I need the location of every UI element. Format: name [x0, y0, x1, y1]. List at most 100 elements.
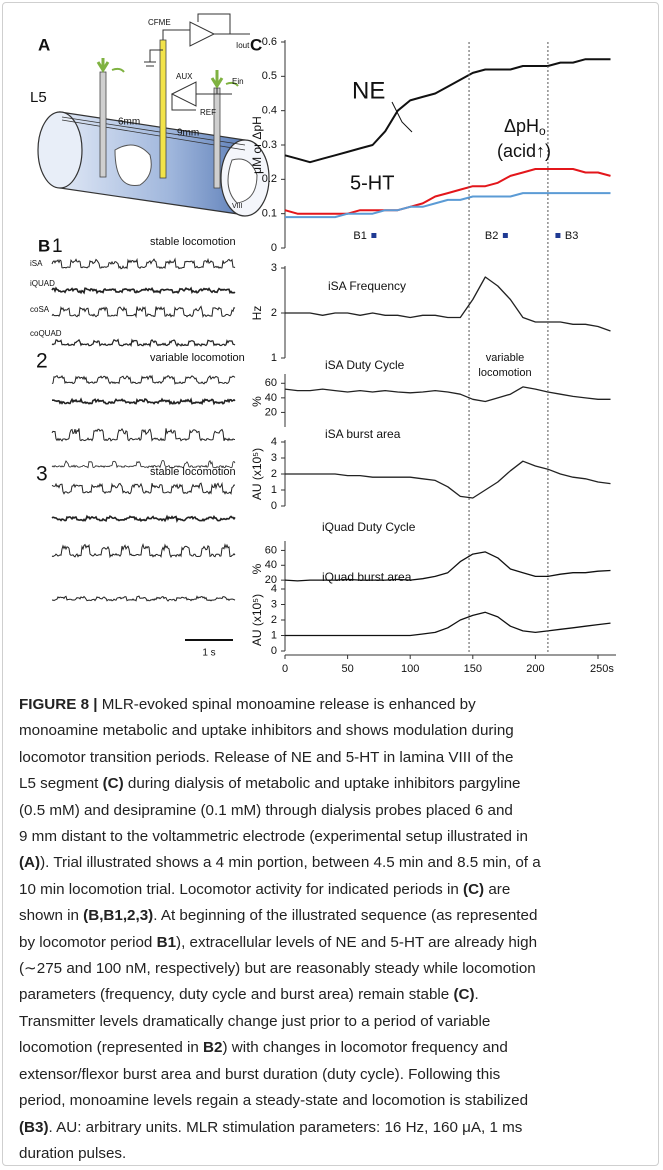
- caption-text: ), extracellular levels of NE and 5-HT a…: [176, 933, 538, 951]
- series-label: 5-HT: [350, 172, 394, 194]
- group-title: variable locomotion: [150, 352, 245, 364]
- trace: [52, 397, 236, 406]
- caption-text: MLR-evoked spinal monoamine release is e…: [97, 696, 476, 713]
- period-annotation: variable: [486, 352, 525, 364]
- group-number: 2: [36, 350, 48, 373]
- caption-bold: (A): [19, 854, 41, 872]
- label: AUX: [176, 72, 193, 81]
- y-tick-label: 1: [271, 629, 277, 641]
- y-tick-label: 0: [271, 500, 277, 512]
- data-line: [284, 168, 611, 215]
- caption-line: monoamine metabolic and uptake inhibitor…: [19, 718, 649, 744]
- data-line: [284, 386, 611, 403]
- y-tick-label: 4: [271, 436, 277, 448]
- y-axis-label: %: [250, 563, 264, 574]
- y-axis-label: %: [250, 396, 264, 407]
- series-note: (acid↑): [497, 141, 551, 161]
- caption-line: shown in (B,B1,2,3). At beginning of the…: [19, 903, 649, 929]
- x-tick-label: 50: [341, 663, 353, 675]
- caption-text: 10 min locomotion trial. Locomotor activ…: [19, 880, 464, 898]
- label: 9mm: [177, 128, 199, 139]
- leader-line: [391, 101, 413, 133]
- label: L5: [30, 89, 47, 106]
- caption-text: during dialysis of metabolic and uptake …: [123, 775, 521, 793]
- chart-title: iQuad burst area: [322, 570, 412, 584]
- y-tick-label: 3: [271, 452, 277, 464]
- caption-text: L5 segment: [19, 775, 103, 793]
- trace: [51, 460, 236, 469]
- caption-bold: FIGURE 8 |: [19, 696, 98, 713]
- caption: FIGURE 8 | MLR-evoked spinal monoamine r…: [19, 692, 649, 1167]
- caption-line: FIGURE 8 | MLR-evoked spinal monoamine r…: [19, 692, 649, 718]
- caption-bold: B2: [203, 1039, 223, 1057]
- series-label: NE: [352, 77, 385, 104]
- y-tick-label: 2: [271, 307, 277, 319]
- caption-bold: B1: [156, 933, 177, 951]
- caption-text: extensor/flexor burst area and burst dur…: [19, 1065, 501, 1083]
- caption-text: 9 mm distant to the voltammetric electro…: [19, 828, 529, 846]
- y-tick-label: 0.6: [262, 36, 277, 48]
- series-label: ΔpHo: [504, 116, 546, 138]
- caption-text: duration pulses.: [19, 1144, 127, 1162]
- y-tick-label: 0.1: [262, 208, 277, 220]
- trace: [51, 514, 236, 523]
- trace-label: iQUAD: [30, 279, 55, 288]
- data-line: [285, 611, 611, 637]
- caption-text: (∼275 and 100 nM, respectively) but are …: [19, 960, 536, 978]
- caption-text: shown in: [19, 907, 84, 925]
- trace: [51, 595, 236, 602]
- label: VIII: [232, 203, 243, 210]
- caption-line: (∼275 and 100 nM, respectively) but are …: [19, 956, 649, 982]
- y-axis-label: Hz: [250, 306, 264, 321]
- trace-label: iSA: [30, 259, 43, 268]
- caption-line: L5 segment (C) during dialysis of metabo…: [19, 771, 649, 797]
- label: REF: [200, 108, 216, 117]
- period-label: B2: [485, 230, 498, 242]
- caption-line: 10 min locomotion trial. Locomotor activ…: [19, 877, 649, 903]
- period-marker: [371, 233, 377, 238]
- group-number: 1: [52, 236, 63, 257]
- y-tick-label: 1: [271, 484, 277, 496]
- caption-line: (0.5 mM) and desipramine (0.1 mM) throug…: [19, 798, 649, 824]
- caption-text: ) with changes in locomotor frequency an…: [222, 1039, 508, 1057]
- trace: [51, 374, 236, 385]
- caption-line: Transmitter levels dramatically change j…: [19, 1009, 649, 1035]
- data-line: [285, 460, 611, 499]
- caption-text: .: [474, 986, 479, 1004]
- x-tick-label: 250s: [590, 663, 614, 675]
- label: Iout: [236, 41, 250, 50]
- y-axis-label: AU (x10⁵): [250, 448, 264, 500]
- caption-bold: (C): [102, 775, 124, 793]
- caption-line: duration pulses.: [19, 1141, 649, 1167]
- y-tick-label: 2: [271, 468, 277, 480]
- data-line: [285, 192, 611, 219]
- trace: [51, 481, 236, 495]
- caption-text: by locomotor period: [19, 933, 157, 951]
- caption-line: parameters (frequency, duty cycle and bu…: [19, 982, 649, 1008]
- x-tick-label: 150: [464, 663, 482, 675]
- group-number: 3: [36, 463, 48, 486]
- caption-text: are: [484, 880, 511, 898]
- trace: [51, 305, 236, 319]
- label: 6mm: [118, 117, 140, 128]
- panel-label: A: [38, 35, 50, 54]
- caption-line: extensor/flexor burst area and burst dur…: [19, 1062, 649, 1088]
- trace: [51, 543, 236, 559]
- caption-bold: (B,B1,2,3): [83, 907, 154, 925]
- y-tick-label: 0.4: [262, 105, 277, 117]
- caption-bold: (B3): [19, 1118, 49, 1136]
- period-marker: [502, 233, 508, 238]
- period-label: B3: [565, 230, 578, 242]
- chart-title: iSA Duty Cycle: [325, 358, 405, 372]
- y-tick-label: 3: [271, 262, 277, 274]
- y-tick-label: 60: [265, 377, 277, 389]
- scale-label: 1 s: [202, 648, 215, 659]
- caption-text: period, monoamine levels regain a steady…: [19, 1092, 529, 1110]
- x-tick-label: 100: [401, 663, 419, 675]
- caption-text: locomotion (represented in: [19, 1039, 204, 1057]
- caption-text: locomotor transition periods. Release of…: [19, 748, 514, 766]
- figure: A L5 6mm 9mm CFME AUX Ein REF Iout VIII …: [30, 13, 616, 675]
- y-tick-label: 0: [271, 645, 277, 657]
